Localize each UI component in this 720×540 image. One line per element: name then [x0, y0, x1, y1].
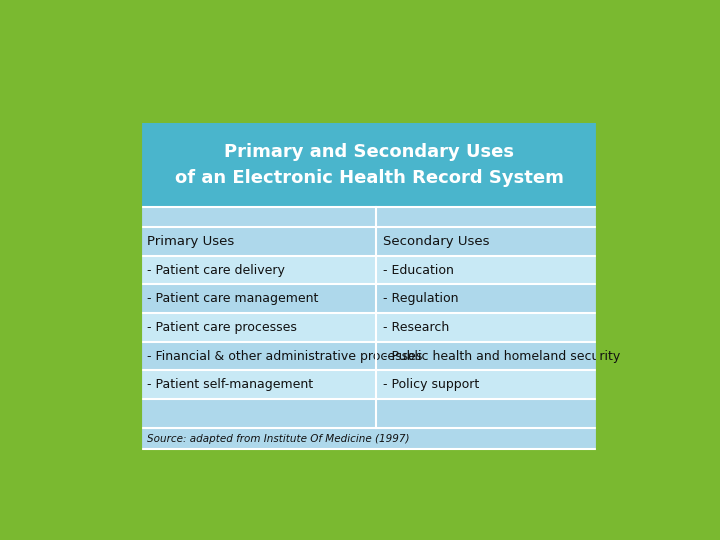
Text: Secondary Uses: Secondary Uses [382, 235, 489, 248]
Text: - Financial & other administrative processes: - Financial & other administrative proce… [147, 349, 423, 363]
Bar [376, 370, 598, 399]
Text: - Patient care delivery: - Patient care delivery [147, 264, 285, 276]
Bar [140, 285, 376, 313]
Text: Primary and Secondary Uses
of an Electronic Health Record System: Primary and Secondary Uses of an Electro… [174, 143, 564, 187]
Text: - Patient care processes: - Patient care processes [147, 321, 297, 334]
Bar [376, 207, 598, 227]
Text: Source: adapted from Institute Of Medicine (1997): Source: adapted from Institute Of Medici… [147, 434, 410, 444]
Bar [140, 207, 376, 227]
Bar [376, 399, 598, 428]
Bar [140, 256, 376, 285]
Text: - Regulation: - Regulation [382, 292, 458, 305]
Bar [376, 342, 598, 370]
Bar [140, 342, 376, 370]
Text: - Education: - Education [382, 264, 454, 276]
Bar [376, 285, 598, 313]
Bar [140, 123, 598, 207]
Bar [140, 227, 376, 256]
Bar [376, 227, 598, 256]
Bar [376, 256, 598, 285]
Bar [140, 370, 376, 399]
Text: - Policy support: - Policy support [382, 379, 479, 392]
Text: - Patient self-management: - Patient self-management [147, 379, 313, 392]
Bar [376, 313, 598, 342]
Bar [140, 428, 598, 449]
Text: - Research: - Research [382, 321, 449, 334]
Text: Primary Uses: Primary Uses [147, 235, 234, 248]
Text: - Public health and homeland security: - Public health and homeland security [382, 349, 620, 363]
Bar [140, 313, 376, 342]
Text: - Patient care management: - Patient care management [147, 292, 318, 305]
Bar [140, 399, 376, 428]
